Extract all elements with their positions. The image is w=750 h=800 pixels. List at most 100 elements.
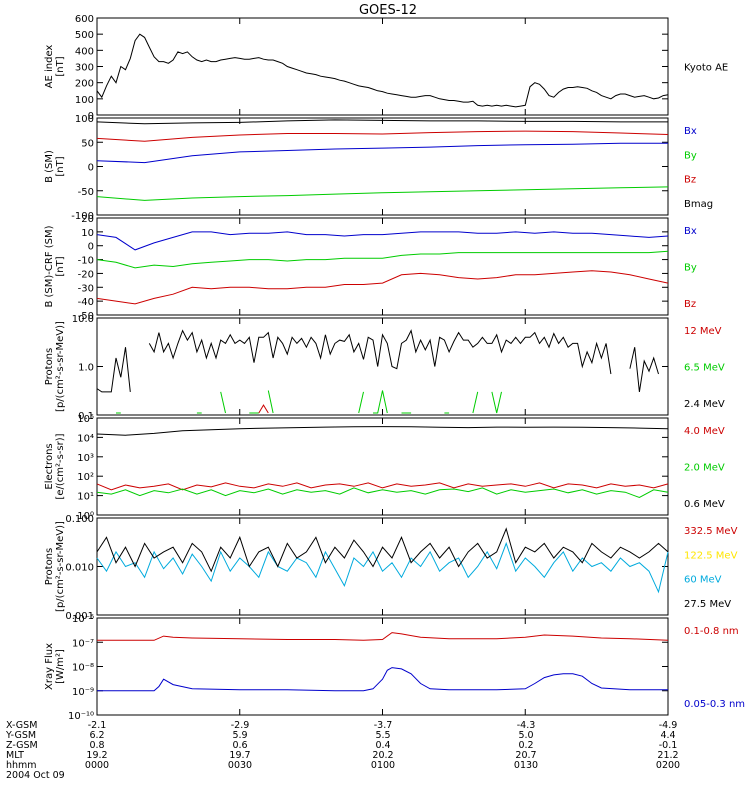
y-axis-label: [p/(cm²-s-sr-MeV)] [55, 521, 66, 612]
legend-label: 2.4 MeV [684, 399, 725, 410]
panel-6: 10⁻⁶ 10⁻⁷ 10⁻⁸ 10⁻⁹ 10⁻¹⁰ Xray Flux [W/m²] 0.1-… [44, 614, 745, 722]
y-tick-label: 10² [77, 472, 94, 483]
y-axis-label: [W/m²] [55, 649, 66, 684]
y-tick-label: 10⁴ [77, 433, 94, 444]
legend-label: Bx [684, 126, 697, 137]
coord-value: 6.2 [89, 730, 104, 741]
series-line-green [116, 390, 502, 414]
y-tick-label: 100 [75, 114, 94, 125]
coord-row-label: hhmm [6, 760, 37, 771]
y-tick-label: -100 [71, 211, 94, 222]
coord-value: 5.5 [375, 730, 390, 741]
panel-1: 100 50 0 -50 -100 B (SM) [nT] Bx By Bz Bmag [44, 114, 713, 222]
coord-value: 0030 [228, 760, 252, 771]
y-tick-label: -50 [78, 311, 94, 322]
y-axis-label: Protons [44, 348, 55, 385]
panel-frame [96, 217, 669, 316]
series-line-green [96, 250, 669, 269]
coord-value: 19.7 [229, 750, 250, 761]
y-tick-label: -40 [78, 297, 94, 308]
legend-label: Kyoto AE [684, 63, 728, 74]
legend-label: 60 MeV [684, 575, 722, 586]
legend-label: Bz [684, 175, 696, 186]
series-line-green [96, 487, 669, 499]
y-tick-label: -20 [78, 269, 94, 280]
y-axis-label: [e/(cm²-s-sr)] [55, 433, 66, 499]
y-tick-label: 10⁻⁶ [72, 614, 94, 625]
y-tick-label: 100 [75, 95, 94, 106]
coord-value: 21.2 [657, 750, 678, 761]
y-tick-label: 500 [75, 30, 94, 41]
legend-label: Bmag [684, 199, 713, 210]
y-tick-label: 0 [88, 242, 94, 253]
y-tick-label: 10⁻⁷ [72, 638, 94, 649]
panel-5: 0.100 0.010 0.001 Protons [p/(cm²-s-sr-MeV)]… [44, 514, 738, 622]
y-tick-label: 20 [81, 214, 94, 225]
legend-label: Bz [684, 299, 696, 310]
panel-3: 10.0 1.0 0.1 Protons [p/(cm²-s-sr-MeV)] 12 Me… [44, 314, 725, 422]
y-tick-label: 10³ [77, 453, 94, 464]
legend-label: 6.5 MeV [684, 363, 725, 374]
y-tick-label: 10⁻⁹ [72, 687, 94, 698]
y-axis-label: Electrons [44, 443, 55, 489]
legend-label: 122.5 MeV [684, 550, 738, 561]
coord-value: 0100 [371, 760, 395, 771]
y-tick-label: 1.0 [78, 363, 94, 374]
y-tick-label: 600 [75, 14, 94, 25]
legend-label: 0.05-0.3 nm [684, 699, 745, 710]
y-tick-label: 300 [75, 63, 94, 74]
legend-label: 27.5 MeV [684, 599, 731, 610]
y-axis-label: Xray Flux [44, 643, 55, 690]
legend-label: By [684, 150, 697, 161]
coord-row-label: Z-GSM [6, 740, 38, 751]
legend-label: 0.1-0.8 nm [684, 626, 739, 637]
coord-value: -3.7 [374, 720, 393, 731]
series-line-cyan [96, 541, 669, 594]
panel-frame [96, 617, 669, 716]
y-axis-label: [p/(cm²-s-sr-MeV)] [55, 321, 66, 412]
legend-label: 2.0 MeV [684, 463, 725, 474]
coord-value: 0.8 [89, 740, 104, 751]
coord-value: 0.6 [232, 740, 247, 751]
panel-frame [96, 117, 669, 216]
coord-row-label: MLT [6, 750, 24, 761]
y-tick-label: 0 [88, 163, 94, 174]
coord-value: 0000 [85, 760, 109, 771]
series-line-black [96, 329, 659, 393]
legend-label: 12 MeV [684, 326, 722, 337]
coord-value: 5.0 [518, 730, 533, 741]
y-tick-label: 0.1 [78, 411, 94, 422]
coord-row-label: Y-GSM [5, 730, 36, 741]
legend-label: 4.0 MeV [684, 426, 725, 437]
series-line-red [96, 270, 669, 305]
y-tick-label: 200 [75, 79, 94, 90]
coord-value: -2.9 [231, 720, 250, 731]
y-tick-label: 10⁻¹⁰ [68, 711, 94, 722]
chart-title: GOES-12 [359, 3, 417, 18]
y-axis-label: [nT] [55, 156, 66, 176]
coord-value: 20.7 [515, 750, 536, 761]
legend-label: Bx [684, 226, 697, 237]
y-tick-label: 10⁰ [77, 511, 94, 522]
panel-frame [96, 17, 669, 116]
coord-value: -4.9 [659, 720, 678, 731]
coord-value: -0.1 [659, 740, 678, 751]
y-tick-label: 10.0 [72, 314, 94, 325]
y-tick-label: 50 [81, 138, 94, 149]
y-axis-label: [nT] [55, 56, 66, 76]
series-line-black [96, 527, 669, 573]
legend-label: 0.6 MeV [684, 499, 725, 510]
y-tick-label: 0.001 [65, 611, 94, 622]
y-tick-label: 10⁻⁸ [72, 663, 94, 674]
y-axis-label: Protons [44, 548, 55, 585]
y-tick-label: -50 [78, 187, 94, 198]
series-line-green [96, 186, 669, 201]
coord-value: 5.9 [232, 730, 247, 741]
coord-value: 19.2 [86, 750, 107, 761]
y-tick-label: 0 [88, 111, 94, 122]
y-tick-label: -10 [78, 256, 94, 267]
y-tick-label: -30 [78, 283, 94, 294]
y-tick-label: 400 [75, 46, 94, 57]
